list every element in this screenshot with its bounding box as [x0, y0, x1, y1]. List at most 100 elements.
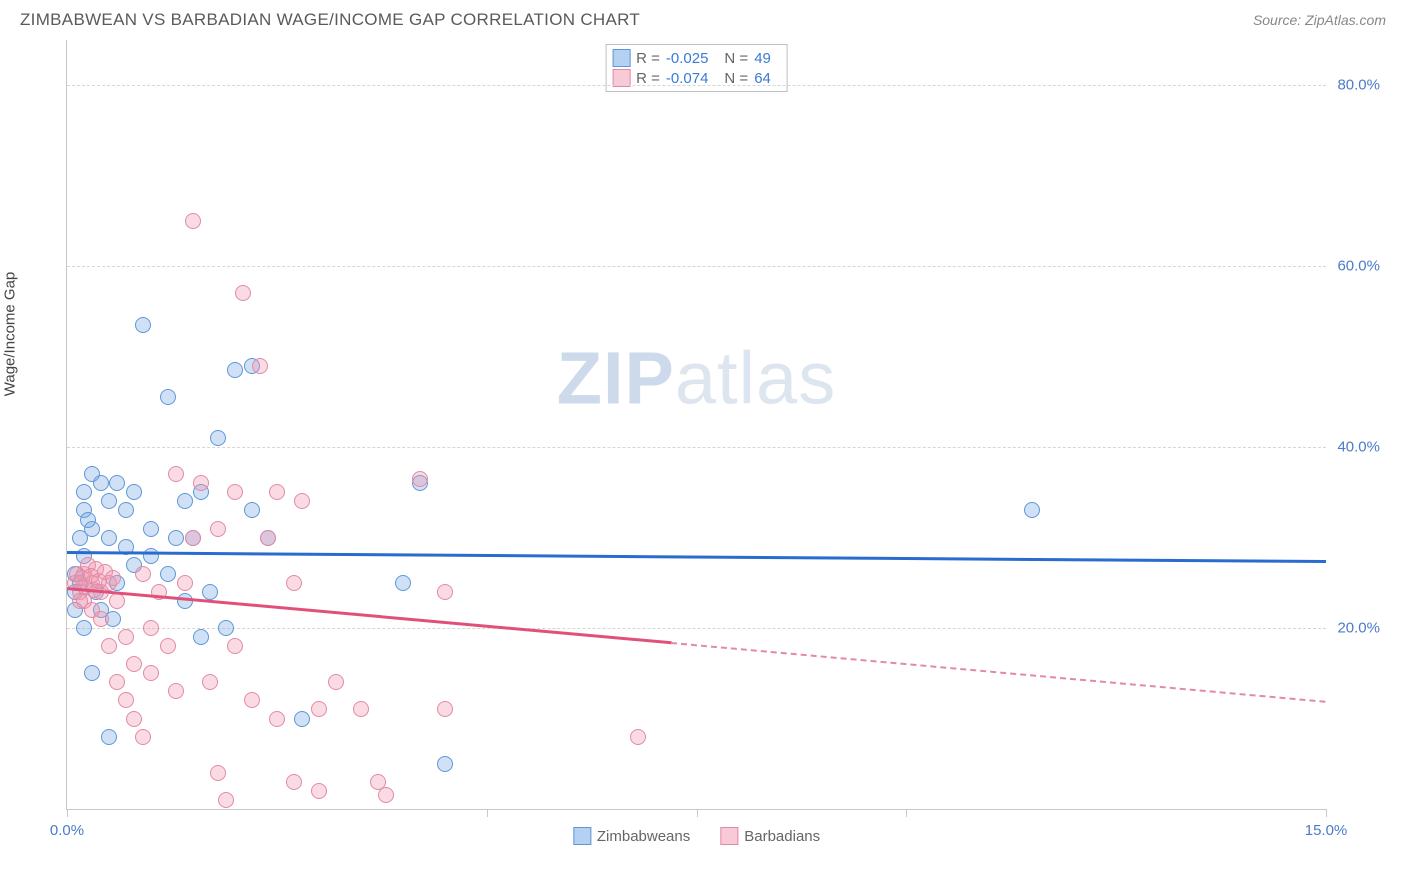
scatter-point: [252, 358, 268, 374]
scatter-point: [437, 701, 453, 717]
scatter-point: [160, 638, 176, 654]
scatter-point: [286, 575, 302, 591]
scatter-point: [126, 711, 142, 727]
scatter-point: [101, 729, 117, 745]
y-tick-label: 40.0%: [1337, 439, 1380, 456]
x-tick: [67, 809, 68, 817]
scatter-point: [105, 570, 121, 586]
scatter-point: [72, 530, 88, 546]
stat-r-value: -0.025: [666, 50, 709, 67]
scatter-point: [143, 665, 159, 681]
scatter-point: [193, 629, 209, 645]
scatter-plot: ZIPatlas R =-0.025N =49R =-0.074N =64 Zi…: [66, 40, 1326, 810]
chart-title: ZIMBABWEAN VS BARBADIAN WAGE/INCOME GAP …: [20, 10, 640, 30]
scatter-point: [353, 701, 369, 717]
scatter-point: [227, 638, 243, 654]
stat-n-label: N =: [724, 50, 748, 67]
scatter-point: [118, 692, 134, 708]
y-tick-label: 60.0%: [1337, 258, 1380, 275]
stat-n-value: 49: [754, 50, 771, 67]
scatter-point: [218, 792, 234, 808]
scatter-point: [168, 683, 184, 699]
stat-r-label: R =: [636, 70, 660, 87]
scatter-point: [109, 475, 125, 491]
scatter-point: [294, 493, 310, 509]
trend-line: [67, 551, 1326, 563]
legend-label: Zimbabweans: [597, 828, 690, 845]
scatter-point: [210, 765, 226, 781]
scatter-point: [101, 530, 117, 546]
scatter-point: [135, 729, 151, 745]
scatter-point: [328, 674, 344, 690]
scatter-point: [143, 620, 159, 636]
y-axis-label: Wage/Income Gap: [2, 272, 19, 397]
gridline: [67, 447, 1326, 448]
scatter-point: [93, 475, 109, 491]
scatter-point: [135, 566, 151, 582]
scatter-point: [177, 575, 193, 591]
scatter-point: [72, 593, 88, 609]
trend-line-dashed: [671, 642, 1326, 703]
scatter-point: [80, 512, 96, 528]
scatter-point: [177, 593, 193, 609]
x-tick-label: 15.0%: [1305, 822, 1348, 839]
scatter-point: [143, 548, 159, 564]
scatter-point: [311, 701, 327, 717]
scatter-point: [84, 665, 100, 681]
scatter-point: [269, 711, 285, 727]
scatter-point: [412, 471, 428, 487]
legend-swatch: [612, 49, 630, 67]
scatter-point: [227, 362, 243, 378]
series-legend: Zimbabweans Barbadians: [573, 827, 820, 845]
scatter-point: [286, 774, 302, 790]
scatter-point: [160, 389, 176, 405]
legend-item: Zimbabweans: [573, 827, 690, 845]
scatter-point: [118, 629, 134, 645]
scatter-point: [437, 756, 453, 772]
stat-n-label: N =: [724, 70, 748, 87]
scatter-point: [76, 620, 92, 636]
scatter-point: [244, 692, 260, 708]
stat-n-value: 64: [754, 70, 771, 87]
scatter-point: [260, 530, 276, 546]
gridline: [67, 266, 1326, 267]
scatter-point: [193, 475, 209, 491]
legend-label: Barbadians: [744, 828, 820, 845]
scatter-point: [109, 593, 125, 609]
scatter-point: [101, 638, 117, 654]
scatter-point: [395, 575, 411, 591]
scatter-point: [126, 656, 142, 672]
x-tick: [487, 809, 488, 817]
scatter-point: [218, 620, 234, 636]
scatter-point: [93, 611, 109, 627]
stat-r-value: -0.074: [666, 70, 709, 87]
scatter-point: [168, 530, 184, 546]
scatter-point: [168, 466, 184, 482]
scatter-point: [1024, 502, 1040, 518]
trend-line: [67, 587, 672, 644]
chart-container: Wage/Income Gap ZIPatlas R =-0.025N =49R…: [20, 40, 1386, 860]
scatter-point: [244, 502, 260, 518]
scatter-point: [143, 521, 159, 537]
scatter-point: [311, 783, 327, 799]
scatter-point: [378, 787, 394, 803]
scatter-point: [185, 530, 201, 546]
scatter-point: [630, 729, 646, 745]
watermark: ZIPatlas: [557, 336, 836, 421]
scatter-point: [160, 566, 176, 582]
stat-row: R =-0.025N =49: [612, 48, 781, 68]
x-tick: [697, 809, 698, 817]
legend-item: Barbadians: [720, 827, 820, 845]
scatter-point: [76, 484, 92, 500]
scatter-point: [210, 430, 226, 446]
scatter-point: [437, 584, 453, 600]
gridline: [67, 628, 1326, 629]
scatter-point: [210, 521, 226, 537]
scatter-point: [202, 674, 218, 690]
legend-swatch: [573, 827, 591, 845]
scatter-point: [101, 493, 117, 509]
scatter-point: [294, 711, 310, 727]
scatter-point: [235, 285, 251, 301]
scatter-point: [227, 484, 243, 500]
scatter-point: [177, 493, 193, 509]
